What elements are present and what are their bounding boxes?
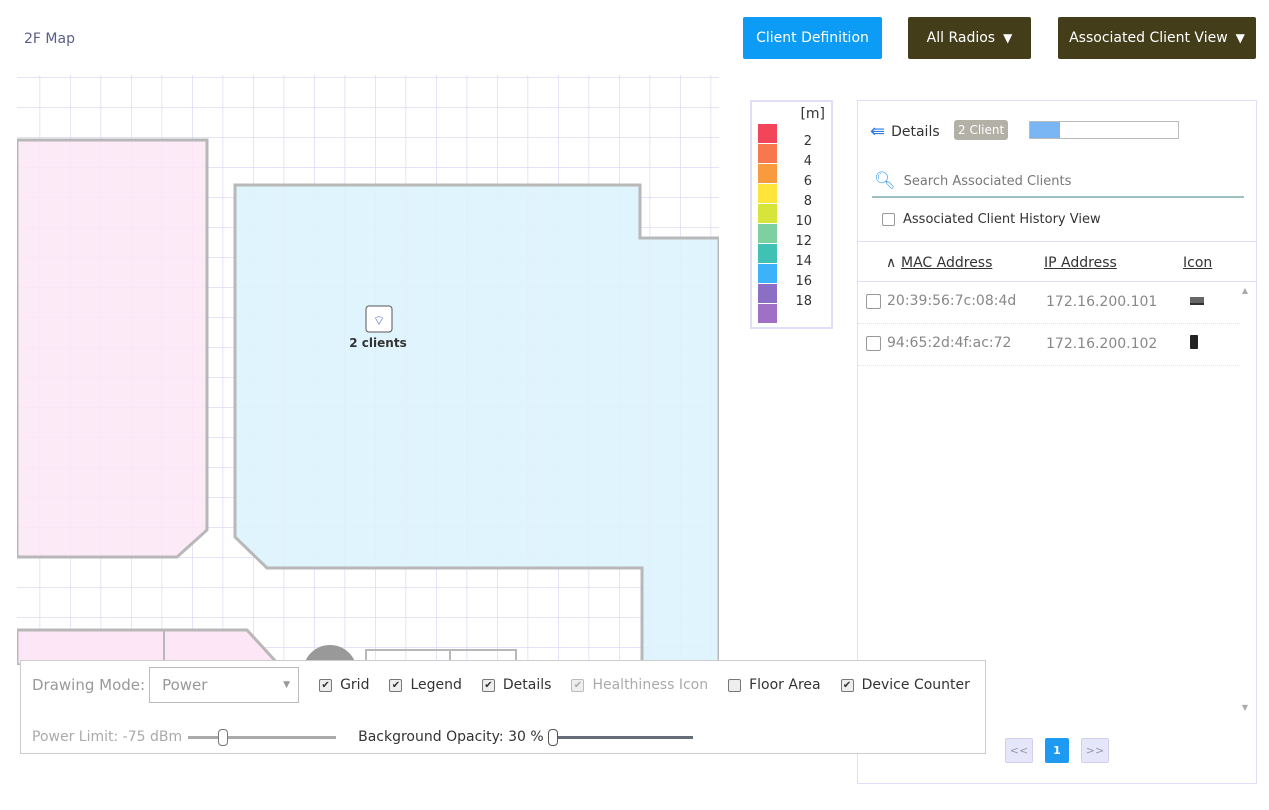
prev-page-button[interactable]: << — [1005, 738, 1033, 763]
progress-bar — [1029, 121, 1179, 139]
legend-swatch — [758, 144, 777, 163]
legend-label: 18 — [795, 294, 812, 309]
row-checkbox[interactable] — [866, 293, 881, 309]
all-radios-dropdown[interactable]: All Radios ▼ — [908, 17, 1031, 59]
scroll-down-icon[interactable]: ▼ — [1241, 703, 1248, 712]
legend-label: 6 — [803, 174, 812, 189]
mac-address: 20:39:56:7c:08:4d — [887, 293, 1017, 309]
caret-down-icon: ▼ — [1235, 31, 1245, 45]
floor-map[interactable]: ⌔ 2 clients — [17, 75, 719, 665]
table-row[interactable]: 94:65:2d:4f:ac:72 172.16.200.102 — [858, 324, 1240, 366]
checkbox-device-counter[interactable]: ✔ Device Counter — [840, 677, 970, 693]
col-mac[interactable]: MAC Address — [901, 255, 993, 271]
checkbox[interactable]: ✔ — [571, 678, 585, 692]
room-pink-lower — [17, 628, 282, 665]
ip-address: 172.16.200.102 — [1046, 336, 1158, 352]
details-panel: ⇚ Details 2 Client 🔍︎ Search Associated Cl… — [857, 100, 1257, 784]
page-1-button[interactable]: 1 — [1045, 738, 1069, 763]
checkbox[interactable] — [882, 213, 895, 226]
checkbox-label: Grid — [340, 677, 370, 693]
legend-swatch — [758, 184, 777, 203]
legend-label: 12 — [795, 234, 812, 249]
map-title: 2F Map — [24, 31, 75, 47]
legend-swatch — [758, 304, 777, 323]
drawing-mode-label: Drawing Mode: — [32, 676, 146, 694]
table-row[interactable]: 20:39:56:7c:08:4d 172.16.200.101 — [858, 282, 1240, 324]
drawing-mode-select[interactable]: Power ▼ — [149, 667, 300, 703]
legend-swatch — [758, 284, 777, 303]
checkbox-details[interactable]: ✔ Details — [481, 677, 552, 693]
legend-label: 2 — [803, 134, 812, 149]
checkbox[interactable]: ✔ — [319, 678, 333, 692]
legend-swatch — [758, 224, 777, 243]
ip-address: 172.16.200.101 — [1046, 294, 1158, 310]
checkbox-label: Healthiness Icon — [592, 677, 709, 693]
search-input[interactable]: 🔍︎ Search Associated Clients — [872, 166, 1244, 198]
background-opacity-label: Background Opacity: 30 % — [358, 729, 544, 745]
search-icon: 🔍︎ — [874, 171, 896, 191]
checkbox-label: Details — [502, 677, 552, 693]
select-value: Power — [162, 676, 208, 694]
legend-swatch — [758, 164, 777, 183]
caret-down-icon: ▼ — [283, 680, 291, 690]
checkbox[interactable]: ✔ — [389, 678, 403, 692]
history-view-checkbox[interactable]: Associated Client History View — [882, 212, 1101, 227]
legend-swatch — [758, 244, 777, 263]
phone-icon — [1190, 335, 1198, 353]
legend-label: 4 — [803, 154, 812, 169]
sort-asc-icon: ∧ — [886, 255, 897, 271]
wifi-icon: ⌔ — [373, 314, 385, 329]
button-label: Associated Client View — [1069, 30, 1228, 46]
search-placeholder: Search Associated Clients — [903, 173, 1072, 189]
legend-label: 10 — [795, 214, 812, 229]
room-blue — [233, 183, 719, 665]
legend-swatch — [758, 124, 777, 143]
legend-label: 8 — [803, 194, 812, 209]
checkbox-legend[interactable]: ✔ Legend — [389, 677, 462, 693]
legend-swatch — [758, 264, 777, 283]
next-page-button[interactable]: >> — [1081, 738, 1109, 763]
room-pink — [17, 138, 209, 559]
client-definition-button[interactable]: Client Definition — [743, 17, 882, 59]
caret-down-icon: ▼ — [1003, 31, 1013, 45]
collapse-arrow-icon: ⇚ — [870, 121, 886, 142]
ap-client-count: 2 clients — [349, 336, 406, 350]
checkbox-label: Floor Area — [749, 677, 821, 693]
client-count-badge: 2 Client — [954, 120, 1009, 140]
legend-unit: [m] — [800, 106, 825, 122]
legend: [m] 2 4 6 8 10 12 14 16 18 — [750, 100, 833, 329]
checkbox-label: Associated Client History View — [903, 212, 1101, 227]
view-dropdown[interactable]: Associated Client View ▼ — [1058, 17, 1256, 59]
checkbox-label: Legend — [410, 677, 462, 693]
checkbox-label: Device Counter — [861, 677, 970, 693]
background-opacity-slider[interactable] — [547, 729, 693, 746]
row-checkbox[interactable] — [866, 335, 881, 351]
scroll-up-icon[interactable]: ▲ — [1241, 286, 1248, 295]
details-toggle[interactable]: ⇚ Details — [870, 121, 940, 142]
power-limit-slider[interactable] — [188, 729, 337, 746]
button-label: Client Definition — [756, 30, 869, 46]
checkbox-grid[interactable]: ✔ Grid — [319, 677, 369, 693]
checkbox[interactable]: ✔ — [481, 678, 495, 692]
button-label: All Radios — [926, 30, 996, 46]
checkbox[interactable]: ✔ — [840, 678, 854, 692]
legend-label: 16 — [795, 274, 812, 289]
checkbox-healthiness-icon[interactable]: ✔ Healthiness Icon — [571, 677, 708, 693]
legend-swatch — [758, 204, 777, 223]
mac-address: 94:65:2d:4f:ac:72 — [887, 335, 1012, 351]
legend-label: 14 — [795, 254, 812, 269]
col-icon[interactable]: Icon — [1183, 255, 1213, 271]
checkbox[interactable] — [728, 678, 742, 692]
map-controls: Drawing Mode: Power ▼ ✔ Grid ✔ Legend ✔ Detail… — [20, 660, 986, 754]
access-point[interactable]: ⌔ 2 clients — [349, 305, 407, 350]
details-title: Details — [891, 123, 940, 140]
laptop-icon — [1190, 293, 1204, 309]
col-ip[interactable]: IP Address — [1044, 255, 1117, 271]
power-limit-label: Power Limit: -75 dBm — [32, 729, 183, 745]
checkbox-floor-area[interactable]: Floor Area — [728, 677, 821, 693]
